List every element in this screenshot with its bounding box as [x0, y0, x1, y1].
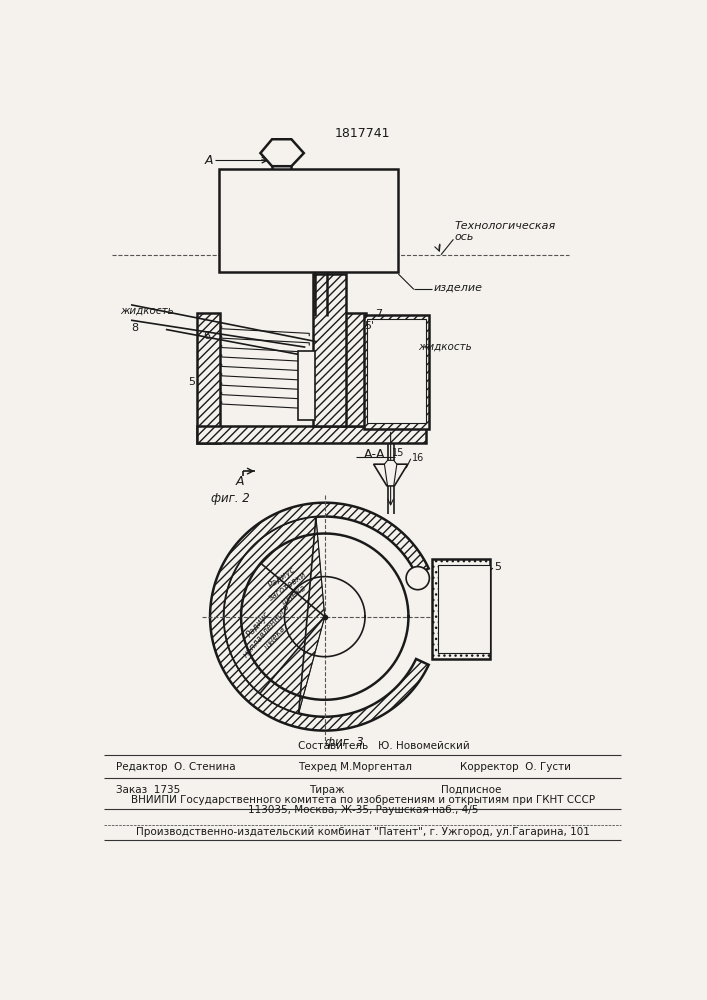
Polygon shape: [260, 139, 304, 166]
Text: Технологическая
ось: Технологическая ось: [454, 221, 556, 242]
Text: фиг. 2: фиг. 2: [211, 492, 250, 505]
Bar: [197, 426, 426, 443]
Text: 113035, Москва, Ж-35, Раушская наб., 4/5: 113035, Москва, Ж-35, Раушская наб., 4/5: [247, 805, 478, 815]
Text: 5: 5: [493, 562, 501, 572]
Bar: [363, 315, 429, 429]
Text: жидкость: жидкость: [120, 305, 174, 315]
Text: 7: 7: [375, 309, 382, 319]
Text: 15: 15: [392, 448, 404, 458]
Text: фиг. 3: фиг. 3: [325, 736, 363, 749]
Text: Подписное: Подписное: [441, 785, 501, 795]
Bar: [438, 565, 490, 653]
Text: А-А: А-А: [364, 448, 386, 461]
Text: 1817741: 1817741: [335, 127, 390, 140]
Text: Радиус
наплавленного
шнека: Радиус наплавленного шнека: [233, 595, 300, 666]
Bar: [197, 312, 220, 443]
Polygon shape: [224, 517, 325, 713]
Text: Редактор  О. Стенина: Редактор О. Стенина: [115, 762, 235, 772]
Circle shape: [406, 567, 429, 590]
Text: жидкость: жидкость: [418, 342, 472, 352]
Polygon shape: [385, 460, 397, 486]
Text: изделие: изделие: [433, 283, 482, 293]
Text: ВНИИПИ Государственного комитета по изобретениям и открытиям при ГКНТ СССР: ВНИИПИ Государственного комитета по изоб…: [131, 795, 595, 805]
Text: Тираж: Тираж: [309, 785, 345, 795]
Text: Составитель   Ю. Новомейский: Составитель Ю. Новомейский: [298, 741, 469, 751]
Text: 8: 8: [131, 323, 138, 333]
Text: Техред М.Моргентал: Техред М.Моргентал: [298, 762, 411, 772]
Text: Производственно-издательский комбинат "Патент", г. Ужгород, ул.Гагарина, 101: Производственно-издательский комбинат "П…: [136, 827, 590, 837]
Text: 5': 5': [364, 321, 375, 331]
Polygon shape: [210, 503, 428, 731]
Text: 6: 6: [203, 331, 210, 341]
Bar: [218, 169, 398, 272]
Text: Корректор  О. Густи: Корректор О. Густи: [460, 762, 571, 772]
Polygon shape: [373, 464, 408, 486]
Bar: [313, 274, 346, 426]
Bar: [344, 312, 366, 426]
Text: А: А: [235, 475, 244, 488]
Bar: [368, 319, 426, 423]
Bar: [432, 559, 490, 659]
Text: Заказ  1735: Заказ 1735: [115, 785, 180, 795]
Bar: [298, 351, 315, 420]
Text: 16: 16: [411, 453, 423, 463]
Text: А: А: [204, 154, 213, 167]
Text: Радиус
заготовки
шнека: Радиус заготовки шнека: [261, 561, 315, 611]
Text: 5: 5: [188, 377, 195, 387]
